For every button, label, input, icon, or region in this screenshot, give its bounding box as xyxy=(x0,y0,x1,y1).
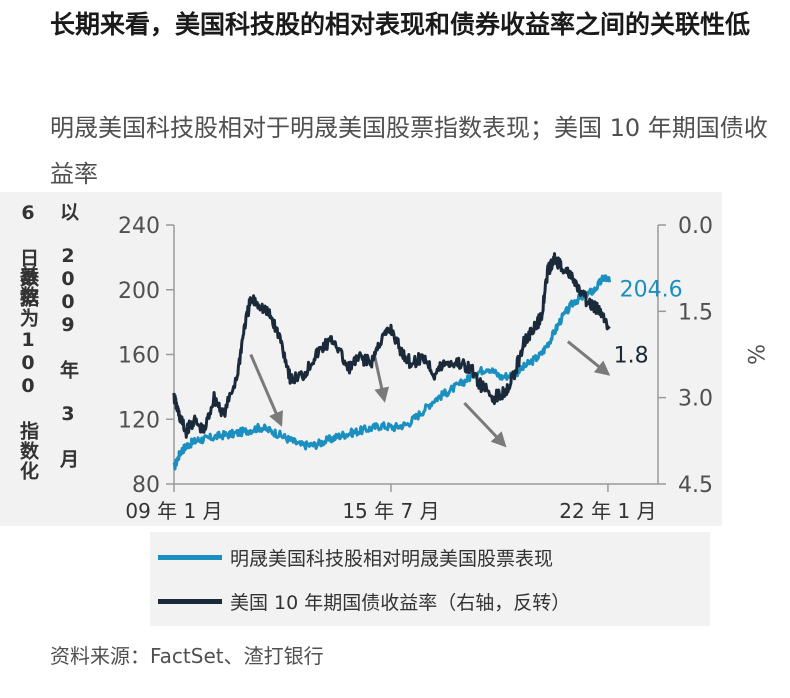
right-axis-unit-label: % xyxy=(742,344,767,365)
right-tick-label: 1.5 xyxy=(678,300,713,325)
left-tick-label: 200 xyxy=(118,279,160,304)
x-tick-label: 15 年 7 月 xyxy=(342,499,439,523)
legend-swatch-tech xyxy=(158,554,222,560)
series-line-tech xyxy=(172,274,612,471)
left-tick-label: 240 xyxy=(118,214,160,239)
chart-axes: 80 120 160 200 240 0.0 1.5 3.0 4.5% 09 年 1 月 15 年 … xyxy=(118,214,767,523)
series-end-label-tech: 204.6 xyxy=(620,277,683,302)
chart-annotations xyxy=(249,340,611,448)
source-note: 资料来源：FactSet、渣打银行 xyxy=(50,644,324,668)
series-end-label-yield: 1.8 xyxy=(614,344,649,369)
left-axis-label-line2: 基数 100 指数化 xyxy=(17,266,39,481)
legend-item-yield: 美国 10 年期国债收益率（右轴，反转） xyxy=(158,586,570,616)
chart-labels: 204.6 1.8 xyxy=(614,277,683,368)
right-tick-label: 0.0 xyxy=(678,214,713,239)
chart-title: 长期来看，美国科技股的相对表现和债券收益率之间的关联性低 xyxy=(50,10,751,39)
chart-lines xyxy=(172,252,612,471)
legend: 明晟美国科技股相对明晟美国股票表现 美国 10 年期国债收益率（右轴，反转） xyxy=(150,532,710,626)
legend-label-tech: 明晟美国科技股相对明晟美国股票表现 xyxy=(230,547,554,570)
annotation-arrow xyxy=(249,353,283,427)
annotation-arrow xyxy=(372,354,390,403)
left-tick-label: 120 xyxy=(118,408,160,433)
annotation-arrow xyxy=(566,340,611,376)
chart-subtitle: 明晟美国科技股相对于明晟美国股票指数表现；美国 10 年期国债收益率 xyxy=(50,114,768,188)
annotation-arrow xyxy=(463,402,507,448)
legend-label-yield: 美国 10 年期国债收益率（右轴，反转） xyxy=(230,591,571,614)
legend-item-tech: 明晟美国科技股相对明晟美国股票表现 xyxy=(158,542,553,572)
legend-swatch-yield xyxy=(158,598,222,604)
right-tick-label: 4.5 xyxy=(678,473,713,498)
left-tick-label: 160 xyxy=(118,344,160,369)
left-axis-label: 以 2009 年 3 月 6 日数据为 基数 100 指数化 xyxy=(4,202,96,512)
right-tick-label: 3.0 xyxy=(678,387,713,412)
left-tick-label: 80 xyxy=(132,473,160,498)
x-tick-label: 22 年 1 月 xyxy=(559,499,656,523)
left-axis-label-line1: 以 2009 年 3 月 6 日数据为 xyxy=(17,202,79,469)
x-tick-label: 09 年 1 月 xyxy=(125,499,222,523)
chart-svg: 80 120 160 200 240 0.0 1.5 3.0 4.5% 09 年 1 月 15 年 … xyxy=(118,214,767,523)
series-line-yield xyxy=(172,252,611,439)
